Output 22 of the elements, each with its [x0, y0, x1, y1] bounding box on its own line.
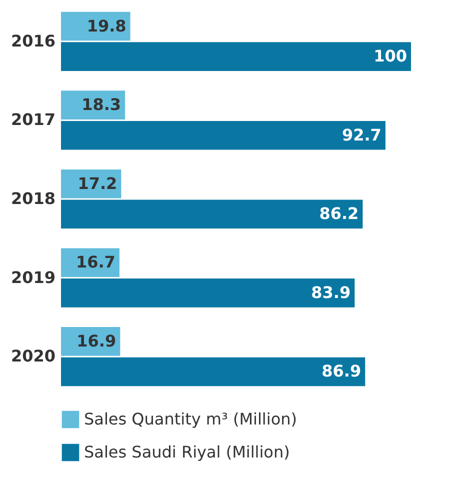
data-label: 100	[374, 46, 407, 66]
data-label: 16.9	[76, 331, 116, 350]
legend-label: Sales Quantity m³ (Million)	[84, 410, 297, 428]
y-tick-label: 2020	[10, 346, 56, 366]
bar	[61, 357, 366, 386]
data-label: 83.9	[311, 282, 351, 302]
data-label: 17.2	[78, 174, 118, 193]
data-label: 86.9	[322, 362, 362, 381]
y-tick-label: 2018	[10, 189, 56, 208]
data-label: 86.2	[319, 204, 359, 224]
bar	[61, 42, 411, 71]
bar	[61, 200, 363, 229]
data-label: 18.3	[82, 95, 122, 114]
y-tick-label: 2017	[10, 110, 56, 130]
data-label: 16.7	[76, 252, 116, 272]
bar	[61, 120, 386, 150]
bar	[61, 278, 355, 308]
y-tick-label: 2016	[10, 31, 56, 50]
y-tick-label: 2019	[10, 268, 56, 287]
legend-label: Sales Saudi Riyal (Million)	[84, 442, 290, 462]
data-label: 92.7	[342, 125, 382, 144]
data-label: 19.8	[86, 16, 126, 36]
